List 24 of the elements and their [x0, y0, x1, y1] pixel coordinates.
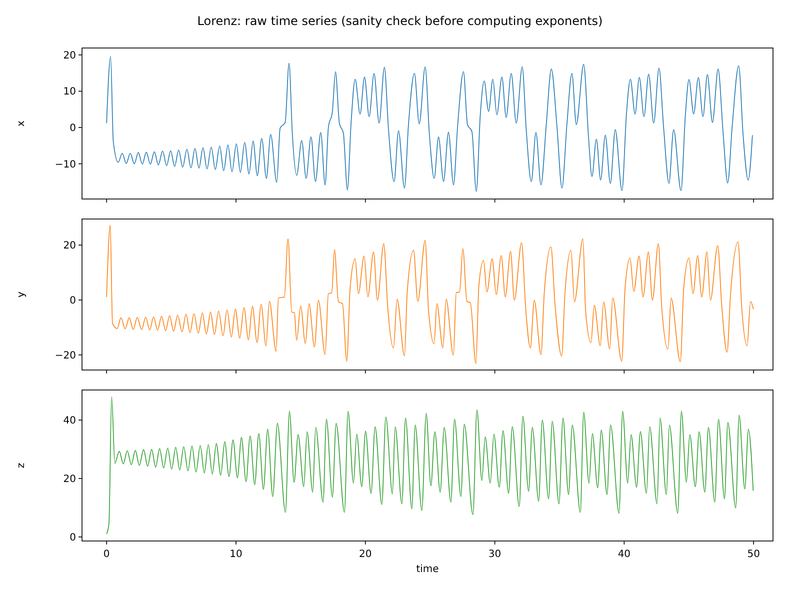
y-tick-label: 10 [63, 86, 76, 98]
y-tick-label: 0 [70, 122, 76, 134]
x-tick-label: 30 [488, 549, 502, 560]
y-tick-label: 40 [63, 416, 76, 427]
y-tick-label: 0 [70, 532, 76, 544]
y-tick-label: 20 [63, 50, 76, 62]
chart-title: Lorenz: raw time series (sanity check before computing exponents) [197, 14, 603, 28]
x-tick-label: 20 [359, 549, 372, 560]
line-series [106, 56, 753, 192]
y-tick-label: 20 [63, 240, 76, 252]
line-series [106, 224, 754, 364]
y-axis-title: z [16, 462, 27, 468]
x-tick-label: 40 [618, 549, 631, 560]
y-tick-label: −20 [54, 350, 76, 362]
y-tick-label: 0 [70, 295, 76, 306]
x-tick-label: 50 [747, 549, 760, 560]
line-series [106, 396, 754, 534]
x-axis-title: time [416, 564, 439, 575]
y-axis-title: x [16, 120, 27, 126]
x-tick-label: 10 [230, 549, 242, 560]
x-tick-label: 0 [103, 549, 110, 560]
y-axis-title: y [16, 291, 27, 298]
y-tick-label: −10 [54, 159, 76, 170]
y-tick-label: 20 [63, 474, 76, 485]
